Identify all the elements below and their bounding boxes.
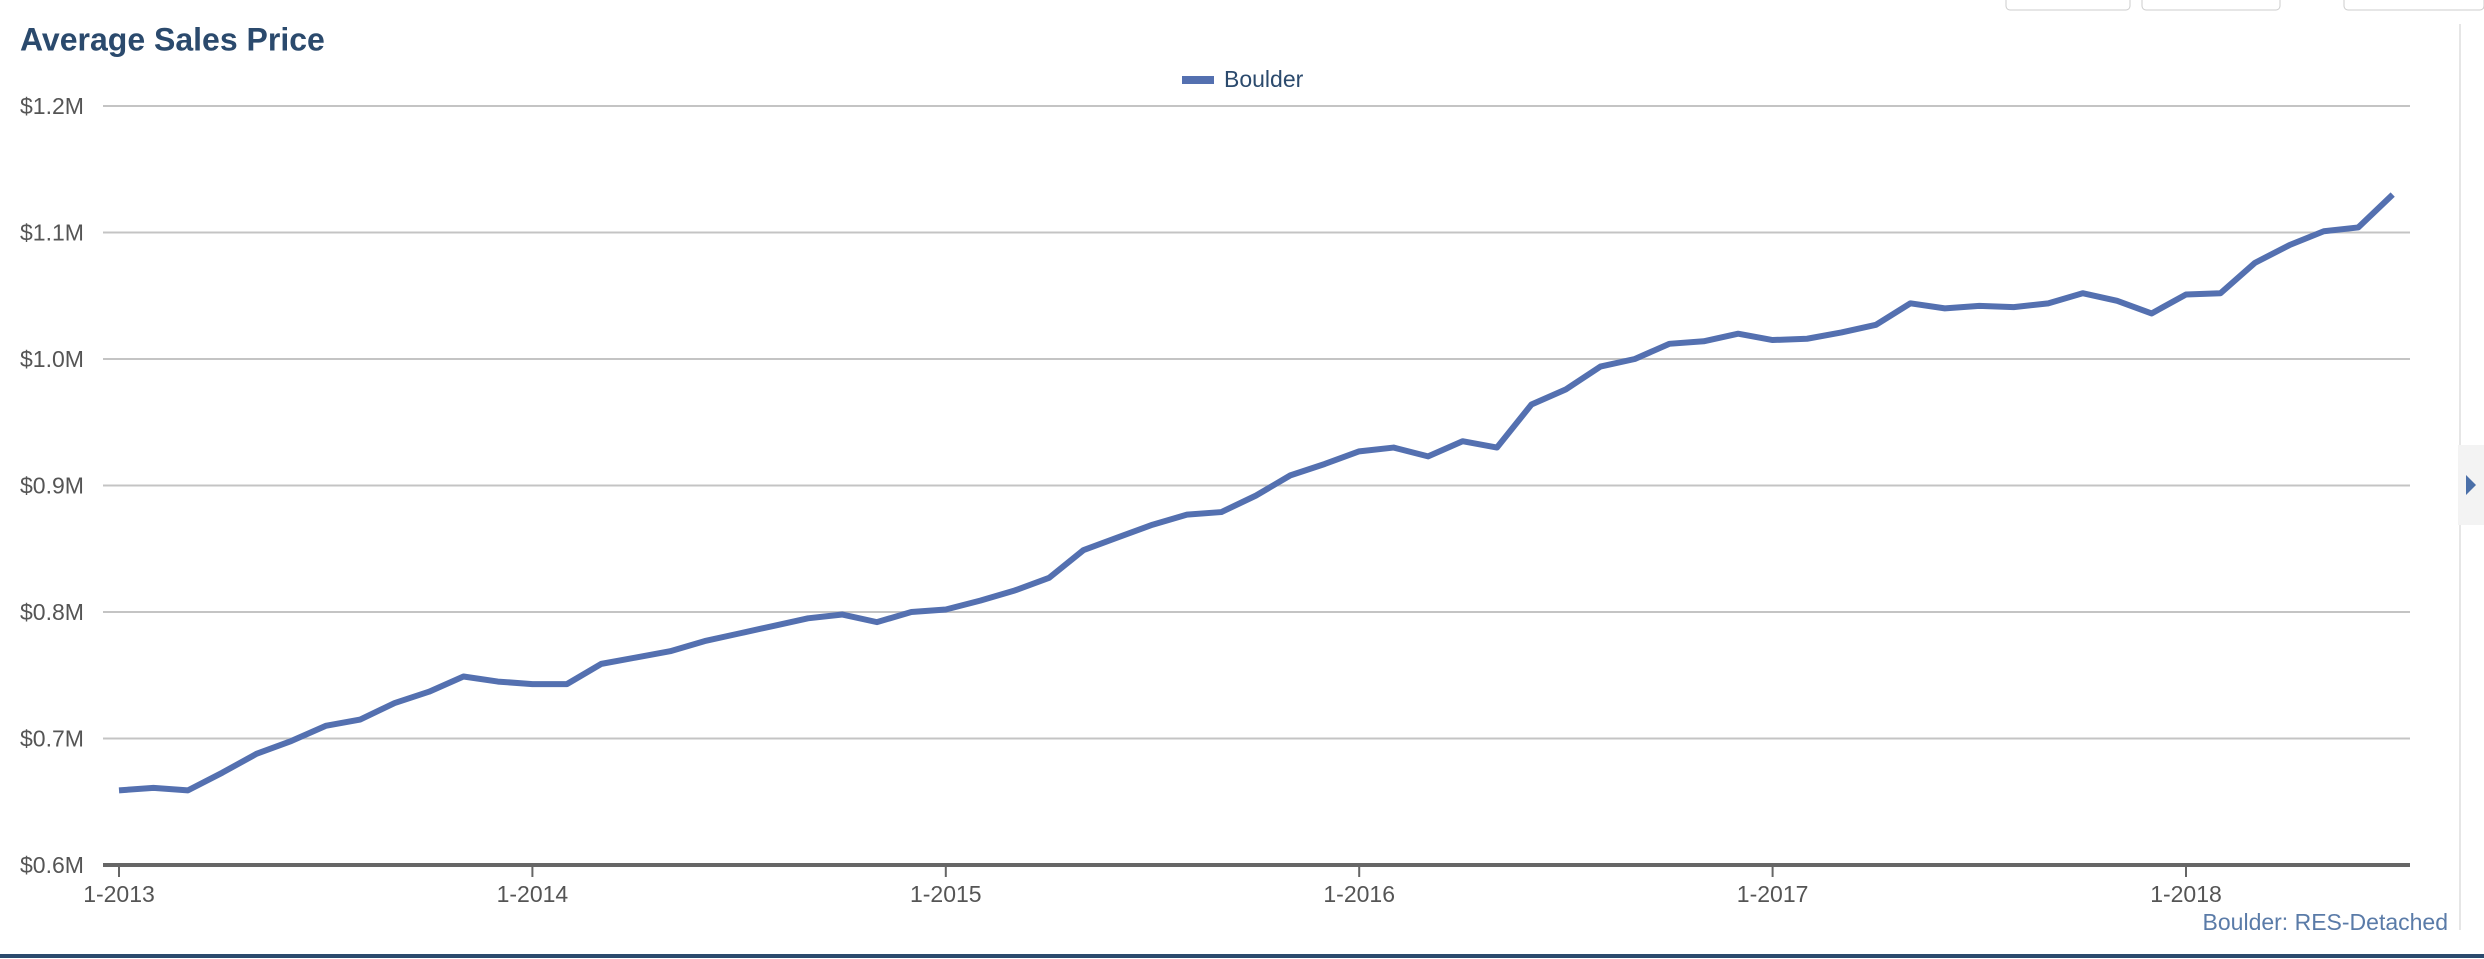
y-tick-label: $0.6M bbox=[20, 852, 84, 878]
legend-label: Boulder bbox=[1224, 66, 1304, 92]
toolbar-button[interactable] bbox=[2141, 0, 2281, 11]
x-tick-label: 1-2014 bbox=[497, 881, 569, 907]
x-tick-label: 1-2015 bbox=[910, 881, 982, 907]
x-tick-label: 1-2017 bbox=[1737, 881, 1809, 907]
y-tick-label: $0.7M bbox=[20, 726, 84, 752]
chart-title: Average Sales Price bbox=[20, 21, 325, 57]
y-tick-label: $1.1M bbox=[20, 220, 84, 246]
x-tick-label: 1-2013 bbox=[83, 881, 155, 907]
footnote: Boulder: RES-Detached bbox=[2203, 909, 2448, 935]
y-tick-label: $1.2M bbox=[20, 93, 84, 119]
toolbar-button[interactable] bbox=[2343, 0, 2484, 11]
toolbar-button[interactable] bbox=[2005, 0, 2131, 11]
line-series bbox=[118, 192, 2395, 794]
x-tick-label: 1-2016 bbox=[1323, 881, 1395, 907]
y-tick-label: $0.9M bbox=[20, 473, 84, 499]
y-tick-label: $1.0M bbox=[20, 346, 84, 372]
legend-swatch bbox=[1182, 76, 1214, 84]
y-tick-label: $0.8M bbox=[20, 599, 84, 625]
side-arrow bbox=[2466, 475, 2476, 495]
x-tick-label: 1-2018 bbox=[2150, 881, 2222, 907]
